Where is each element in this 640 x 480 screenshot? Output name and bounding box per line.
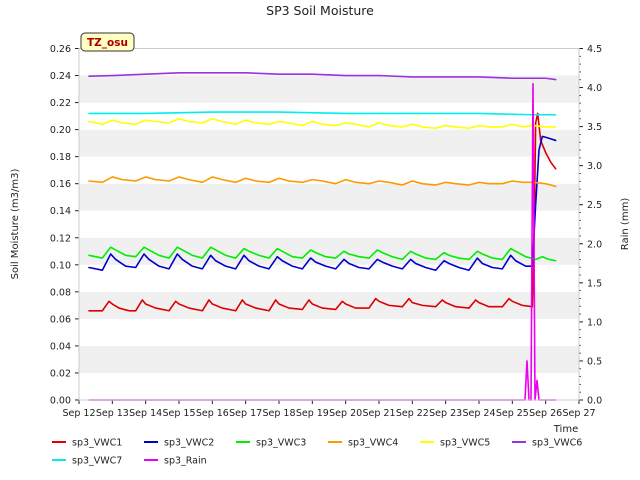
y2-tick-label: 0.5: [587, 356, 602, 367]
station-badge-label: TZ_osu: [87, 37, 128, 49]
x-tick-label: Sep 22: [396, 408, 429, 419]
y-tick-label: 0.14: [50, 206, 71, 217]
x-tick-label: Sep 21: [362, 408, 395, 419]
series-line-sp3_VWC3: [88, 246, 557, 262]
x-tick-label: Sep 26: [529, 408, 562, 419]
x-tick-label: Sep 23: [429, 408, 462, 419]
x-axis-label: Time: [553, 424, 578, 435]
y-tick-label: 0.10: [50, 260, 71, 271]
y2-tick-label: 1.0: [587, 317, 602, 328]
legend-label: sp3_VWC2: [164, 438, 214, 449]
y2-tick-label: 3.5: [587, 122, 602, 133]
x-tick-label: Sep 12: [62, 408, 95, 419]
x-tick-label: Sep 18: [262, 408, 295, 419]
grid-band: [79, 75, 579, 103]
y-tick-label: 0.26: [50, 44, 71, 55]
chart-title: SP3 Soil Moisture: [266, 3, 374, 18]
series-line-sp3_VWC2: [88, 135, 557, 272]
grid-band: [79, 264, 579, 292]
x-tick-label: Sep 19: [296, 408, 329, 419]
series-line-sp3_Rain: [88, 82, 557, 401]
station-badge: TZ_osu: [80, 32, 135, 52]
grid-band: [79, 48, 579, 76]
y2-tick-label: 3.0: [587, 161, 602, 172]
y-tick-label: 0.04: [50, 341, 71, 352]
y2-axis-label: Rain (mm): [620, 198, 631, 251]
x-tick-label: Sep 20: [329, 408, 362, 419]
series-line-sp3_VWC1: [88, 112, 557, 312]
y-tick-label: 0.22: [50, 98, 71, 109]
x-tick-label: Sep 24: [462, 408, 495, 419]
y2-tick-label: 1.5: [587, 278, 602, 289]
y2-tick-label: 2.0: [587, 239, 602, 250]
x-tick-label: Sep 15: [162, 408, 195, 419]
grid-band: [79, 237, 579, 265]
y-axis-label: Soil Moisture (m3/m3): [10, 169, 21, 280]
series-line-sp3_VWC5: [88, 118, 557, 130]
y-tick-label: 0.18: [50, 152, 71, 163]
grid-band: [79, 291, 579, 319]
grid-band: [79, 129, 579, 157]
y2-tick-label: 4.5: [587, 44, 602, 55]
grid-band: [79, 318, 579, 346]
legend-label: sp3_VWC4: [348, 438, 398, 449]
legend-label: sp3_VWC7: [72, 456, 122, 467]
y-tick-label: 0.20: [50, 125, 71, 136]
y-tick-label: 0.06: [50, 314, 71, 325]
y-tick-label: 0.16: [50, 179, 71, 190]
legend-label: sp3_VWC5: [440, 438, 490, 449]
plot-frame: [78, 48, 580, 401]
x-tick-label: Sep 14: [129, 408, 162, 419]
legend-label: sp3_VWC3: [256, 438, 306, 449]
legend-label: sp3_VWC6: [532, 438, 582, 449]
x-tick-label: Sep 27: [562, 408, 595, 419]
grid-band: [79, 183, 579, 211]
y2-tick-label: 4.0: [587, 83, 602, 94]
x-tick-label: Sep 25: [496, 408, 529, 419]
grid-band: [79, 156, 579, 184]
y-tick-label: 0.12: [50, 233, 71, 244]
grid-band: [79, 372, 579, 400]
legend: sp3_VWC1 sp3_VWC2 sp3_VWC3 sp3_VWC4 sp3_VWC5…: [52, 438, 582, 467]
series-line-sp3_VWC4: [88, 176, 557, 188]
y2-tick-label: 2.5: [587, 200, 602, 211]
series-line-sp3_VWC6: [88, 72, 557, 81]
y-tick-label: 0.24: [50, 71, 71, 82]
y-tick-label: 0.08: [50, 287, 71, 298]
legend-label: sp3_Rain: [164, 456, 207, 467]
x-tick-label: Sep 16: [196, 408, 229, 419]
y2-tick-label: 0.0: [587, 396, 602, 407]
x-tick-label: Sep 17: [229, 408, 262, 419]
y-tick-label: 0.00: [50, 396, 71, 407]
y-tick-label: 0.02: [50, 368, 71, 379]
grid-band: [79, 210, 579, 238]
grid-band: [79, 345, 579, 373]
x-tick-label: Sep 13: [96, 408, 129, 419]
legend-label: sp3_VWC1: [72, 438, 122, 449]
series-line-sp3_VWC7: [88, 111, 557, 116]
